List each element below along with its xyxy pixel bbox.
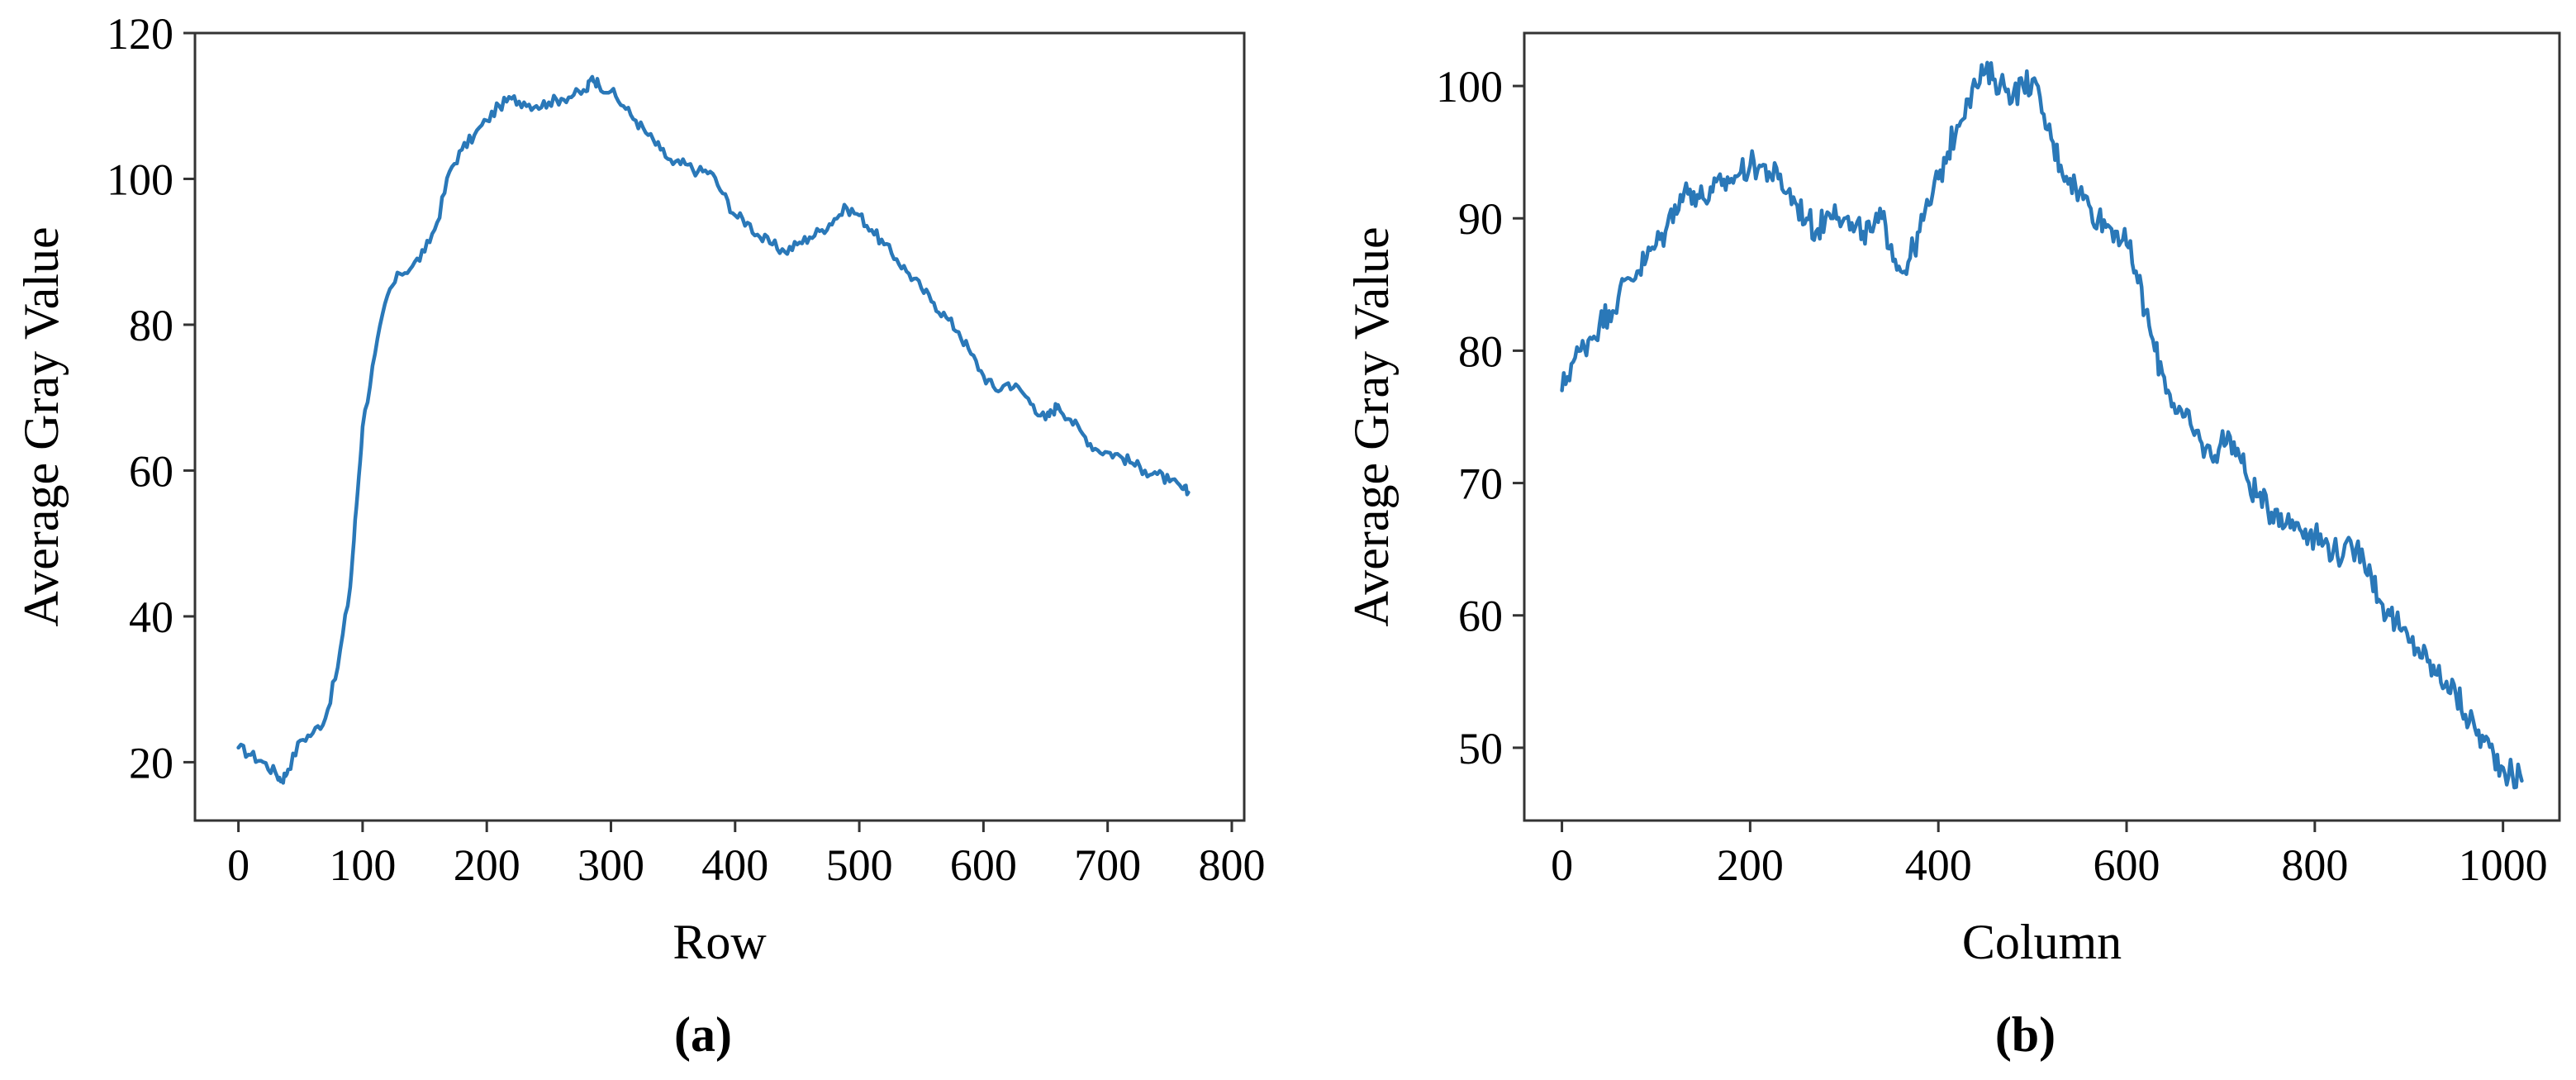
y-tick-label: 20 <box>129 738 173 787</box>
plot-frame <box>193 31 1246 822</box>
x-tick-label: 0 <box>1551 840 1573 890</box>
x-tick-label: 600 <box>950 840 1017 890</box>
x-tick-label: 400 <box>701 840 768 890</box>
y-tick-label: 40 <box>129 592 173 642</box>
y-tick-label: 60 <box>1458 592 1503 641</box>
panel-label: (b) <box>1995 1007 2056 1062</box>
series-line <box>236 74 1191 785</box>
x-tick-label: 0 <box>227 840 250 890</box>
y-tick-label: 100 <box>1436 62 1503 112</box>
x-tick-label: 800 <box>2281 840 2348 890</box>
chart-panel-a: 0 100 200 300 400 500 600 700 800 20 40 60 80 100 120 R… <box>14 9 1265 1062</box>
x-tick-label: 100 <box>329 840 396 890</box>
y-axis-title: Average Gray Value <box>14 226 69 626</box>
x-tick-label: 1000 <box>2459 840 2548 890</box>
x-tick-label: 800 <box>1198 840 1265 890</box>
y-tick-label: 50 <box>1458 724 1503 773</box>
series-line <box>1560 60 2524 790</box>
x-tick-label: 200 <box>454 840 520 890</box>
x-axis-title: Row <box>673 915 767 969</box>
y-tick-label: 90 <box>1458 194 1503 244</box>
y-tick-label: 100 <box>107 155 173 204</box>
y-tick-label: 70 <box>1458 459 1503 509</box>
panel-label: (a) <box>674 1007 732 1062</box>
chart-panel-b: 0 200 400 600 800 1000 50 60 70 80 90 100 Column Aver… <box>1344 31 2561 1062</box>
y-axis-title: Average Gray Value <box>1344 226 1399 626</box>
y-tick-label: 120 <box>107 9 173 59</box>
y-tick-label: 80 <box>1458 326 1503 376</box>
x-tick-label: 200 <box>1717 840 1784 890</box>
x-tick-label: 300 <box>577 840 644 890</box>
x-tick-label: 400 <box>1905 840 1972 890</box>
x-tick-label: 600 <box>2094 840 2160 890</box>
y-tick-label: 80 <box>129 301 173 350</box>
y-tick-label: 60 <box>129 446 173 496</box>
x-axis-title: Column <box>1962 915 2122 969</box>
x-tick-label: 500 <box>826 840 893 890</box>
plot-frame <box>1523 31 2561 822</box>
x-tick-label: 700 <box>1074 840 1141 890</box>
